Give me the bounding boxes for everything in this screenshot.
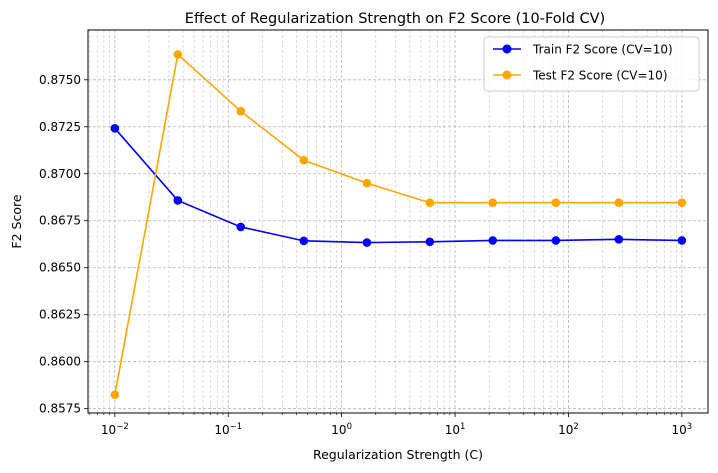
series-0-point [236,222,246,232]
x-tick-label: 10−1 [214,422,242,437]
series-1-point [551,198,561,208]
x-axis: 10−2 10−1 100 101 102 103 [89,413,693,437]
series-0-point [425,237,435,247]
series-0-point [110,123,120,133]
legend-test-marker [502,70,512,80]
series-0-point [299,236,309,246]
y-tick-label: 0.8750 [39,73,81,87]
y-tick-label: 0.8625 [39,308,81,322]
plot-frame [87,29,709,414]
series-0-point [551,236,561,245]
x-tick-label: 101 [445,422,466,437]
series-1-point [614,198,624,208]
x-tick-label: 103 [672,422,693,437]
series-0-point [677,236,687,245]
legend-test-label: Test F2 Score (CV=10) [532,69,668,83]
x-tick-label: 100 [331,422,352,437]
y-tick-label: 0.8725 [39,120,81,134]
y-axis: 0.8575 0.8600 0.8625 0.8650 0.8675 0.8700 0.87… [39,73,88,416]
legend-train-marker [502,44,512,54]
series-line-0 [114,127,682,244]
legend-box [483,36,700,92]
chart-title: Effect of Regularization Strength on F2 … [185,11,605,27]
series-1-point [425,198,435,208]
series-group [110,50,687,400]
series-1-point [299,155,309,165]
y-tick-label: 0.8575 [39,402,81,416]
x-tick-label: 102 [558,422,579,437]
y-tick-label: 0.8600 [39,355,81,369]
grid [88,30,708,413]
series-0-point [173,196,183,205]
series-1-point [110,390,120,400]
series-1-point [488,198,498,208]
series-1-point [677,198,687,208]
series-0-point [614,235,624,244]
x-axis-label: Regularization Strength (C) [313,447,483,462]
legend-train-label: Train F2 Score (CV=10) [532,43,673,57]
series-0-point [362,238,372,247]
legend: Train F2 Score (CV=10) Test F2 Score (CV… [483,36,700,92]
series-1-point [362,178,372,188]
series-1-point [236,106,246,116]
y-tick-label: 0.8675 [39,214,81,228]
y-tick-label: 0.8650 [39,261,81,275]
y-axis-label: F2 Score [9,194,24,248]
x-tick-label: 10−2 [101,422,129,437]
series-line-1 [114,52,682,395]
series-0-point [488,236,498,245]
series-1-point [173,50,183,59]
y-tick-label: 0.8700 [39,167,81,181]
